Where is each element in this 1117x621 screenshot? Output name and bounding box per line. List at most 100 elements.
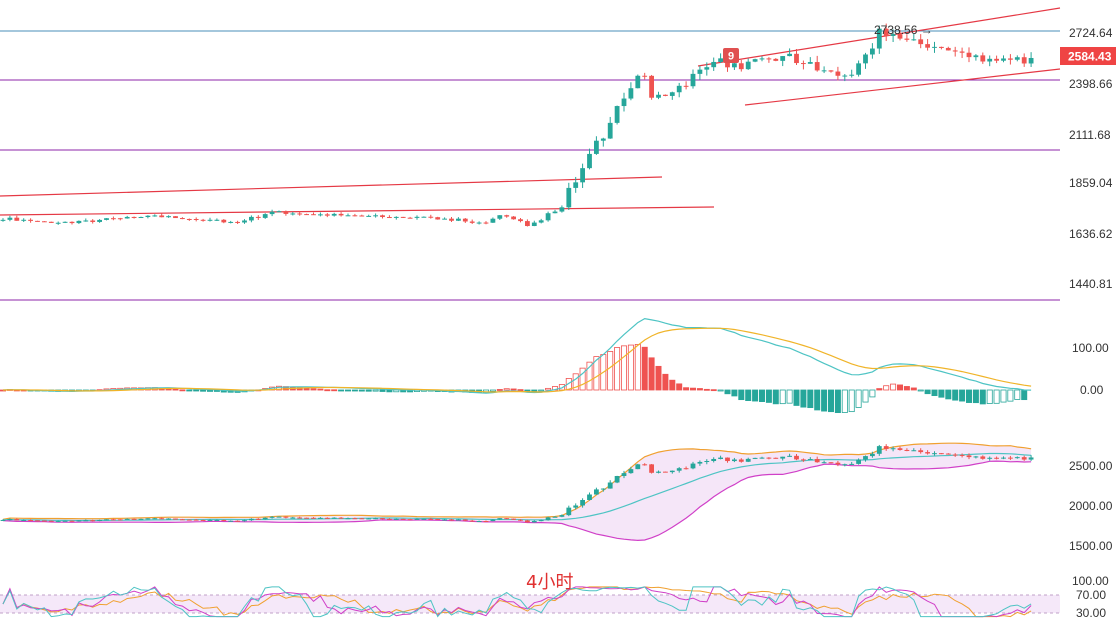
bollinger-band-fill (3, 443, 1032, 541)
boll-candle-body (111, 519, 116, 521)
boll-candle-body (497, 518, 503, 520)
candle-body (180, 218, 185, 220)
candle-body (821, 70, 827, 72)
candle-body (1028, 57, 1034, 64)
boll-candle-body (62, 520, 68, 522)
candle-body (966, 52, 972, 58)
macd-bar (676, 383, 683, 391)
candle-body (787, 53, 792, 57)
boll-candle-body (166, 518, 171, 520)
macd-tick-0: 100.00 (1072, 341, 1109, 355)
candle-body (462, 218, 468, 222)
macd-dea-line (2, 327, 1032, 393)
macd-bar (641, 346, 648, 391)
candle-body (663, 94, 668, 96)
boll-candle-body (794, 455, 799, 460)
candle-body (649, 75, 654, 98)
macd-bar (565, 378, 572, 391)
candle-body (628, 88, 634, 99)
candle-body (414, 216, 420, 218)
candle-body (400, 216, 406, 218)
candle-body (421, 216, 427, 218)
rsi-tick-2: 30.00 (1076, 606, 1106, 620)
macd-bar (365, 389, 372, 392)
candle-body (318, 214, 323, 216)
candle-body (587, 153, 592, 169)
candle-body (794, 53, 799, 64)
boll-candle-body (649, 464, 654, 473)
macd-bar (503, 388, 510, 391)
boll-candle-body (173, 518, 178, 520)
macd-bar (510, 388, 517, 391)
price-tick-5: 1440.81 (1069, 277, 1113, 291)
candle-body (911, 39, 917, 41)
last-price-tag: 2584.43 (1060, 47, 1116, 65)
boll-candle-body (28, 519, 33, 521)
boll-candle-body (980, 456, 986, 459)
boll-candle-body (904, 449, 910, 451)
candle-body (152, 215, 158, 217)
boll-candle-body (973, 456, 979, 458)
boll-candle-body (566, 507, 572, 516)
boll-candle-body (359, 518, 365, 520)
candle-body (939, 46, 944, 48)
macd-bar (186, 389, 193, 392)
candle-body (842, 75, 848, 77)
boll-candle-body (725, 457, 730, 462)
candle-body (207, 219, 213, 221)
boll-candle-body (504, 518, 510, 520)
macd-bar (386, 389, 393, 393)
candle-body (373, 215, 378, 217)
candle-body (918, 39, 924, 45)
boll-candle-body (352, 518, 358, 520)
boll-candle-body (14, 519, 20, 521)
candle-body (242, 220, 247, 223)
boll-candle-body (738, 459, 744, 462)
channel-left-lower (0, 206, 715, 216)
boll-candle-body (393, 518, 399, 520)
boll-candle-body (959, 454, 965, 456)
boll-candle-body (428, 518, 434, 520)
candle-body (904, 38, 910, 40)
boll-candle-body (442, 519, 447, 521)
boll-candle-body (842, 464, 848, 466)
candle-body (945, 47, 951, 51)
macd-bar (358, 389, 365, 392)
candle-body (469, 221, 475, 223)
macd-bar (848, 389, 855, 413)
candle-body (324, 214, 330, 216)
macd-bar (607, 351, 614, 391)
boll-candle-body (159, 518, 165, 520)
candle-body (55, 222, 61, 224)
candle-body (594, 140, 599, 154)
candle-body (138, 217, 144, 219)
macd-bar (545, 387, 552, 391)
boll-candle-body (304, 517, 309, 519)
boll-candle-body (400, 518, 406, 520)
boll-candle-body (911, 450, 917, 452)
candle-body (573, 182, 579, 188)
boll-candle-body (918, 450, 924, 453)
boll-candle-body (131, 518, 137, 520)
candlesticks (0, 23, 1034, 227)
candle-body (773, 58, 779, 61)
candle-body (297, 213, 303, 215)
macd-bar (821, 389, 828, 412)
candle-body (21, 219, 27, 221)
bollinger-upper-line (2, 442, 1032, 520)
boll-candle-body (863, 456, 868, 460)
candle-body (987, 58, 993, 62)
boll-candle-body (656, 471, 661, 473)
boll-candle-body (311, 517, 316, 519)
marker-badge: 9 (723, 48, 739, 63)
candle-body (621, 98, 627, 107)
candle-body (221, 219, 227, 223)
macd-bar (517, 389, 524, 392)
candle-body (849, 74, 855, 76)
candle-body (683, 85, 689, 87)
macd-bar (979, 389, 986, 405)
boll-candle-body (780, 456, 786, 459)
boll-candle-body (849, 463, 855, 465)
boll-candle-body (1008, 457, 1013, 459)
